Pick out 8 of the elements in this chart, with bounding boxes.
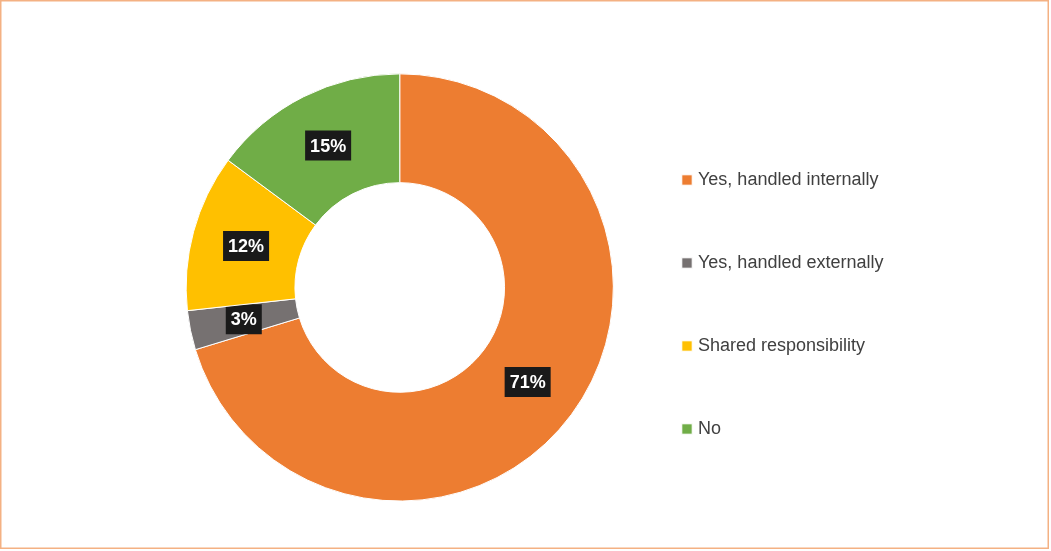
data-label: 12% (228, 235, 265, 256)
data-label: 3% (230, 309, 257, 330)
legend-label: Yes, handled externally (698, 252, 884, 273)
legend-label: Yes, handled internally (698, 169, 879, 190)
data-label: 71% (509, 372, 546, 393)
legend-label: No (698, 418, 722, 439)
legend-label: Shared responsibility (698, 335, 866, 356)
data-label: 15% (310, 135, 347, 156)
